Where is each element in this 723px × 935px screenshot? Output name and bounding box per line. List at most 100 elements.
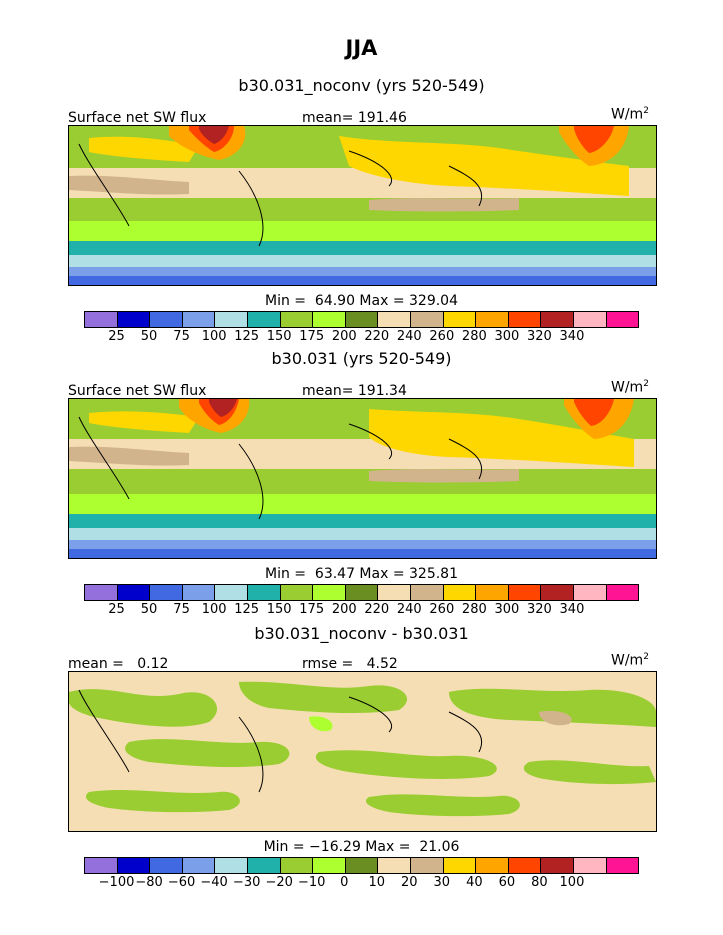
colorbar-swatch — [150, 585, 183, 600]
blue-band — [69, 267, 656, 276]
atlantic-high-flux — [89, 411, 199, 433]
diff-patch — [125, 739, 290, 768]
colorbar-swatch — [313, 312, 346, 327]
panel-1-map-svg — [69, 126, 656, 285]
colorbar-tick-label: −20 — [265, 875, 293, 890]
colorbar-tick-label: −60 — [167, 875, 196, 890]
panel-1-minmax: Min = 64.90 Max = 329.04 — [264, 293, 458, 309]
panel-3-map — [68, 671, 657, 832]
colorbar-swatch — [606, 858, 639, 873]
namerica-peak — [574, 126, 614, 153]
colorbar-tick-label: 300 — [494, 329, 520, 344]
colorbar-swatch — [573, 585, 607, 600]
colorbar-swatch — [508, 858, 542, 873]
colorbar-tick-label: 240 — [396, 329, 422, 344]
panel-3-colorbar — [84, 857, 639, 874]
panel-1-variable-label: Surface net SW flux — [68, 110, 207, 126]
colorbar-tick-label: 80 — [531, 875, 548, 890]
colorbar-swatch — [410, 585, 444, 600]
colorbar-tick-label: −80 — [135, 875, 163, 890]
colorbar-swatch — [280, 585, 314, 600]
colorbar-swatch — [247, 585, 281, 600]
panel-2-units: W/m2 — [611, 379, 649, 396]
figure-title: JJA — [345, 36, 378, 60]
colorbar-swatch — [85, 312, 118, 327]
south-pacific-tan — [369, 198, 519, 212]
panel-3-minmax: Min = −16.29 Max = 21.06 — [263, 839, 460, 855]
colorbar-swatch — [117, 858, 151, 873]
colorbar-swatch — [541, 858, 574, 873]
colorbar-swatch — [345, 858, 379, 873]
colorbar-swatch — [85, 585, 118, 600]
panel-3-mean-label: mean = 0.12 — [68, 656, 169, 672]
colorbar-tick-label: 340 — [559, 602, 585, 617]
panel-2-mean-label: mean= 191.34 — [302, 383, 407, 399]
colorbar-tick-label: 260 — [429, 602, 455, 617]
colorbar-tick-label: 100 — [201, 602, 227, 617]
deep-blue-band — [69, 549, 656, 558]
panel-3-units: W/m2 — [611, 652, 649, 669]
colorbar-tick-label: 150 — [266, 329, 292, 344]
colorbar-tick-label: 200 — [331, 329, 357, 344]
colorbar-tick-label: 25 — [108, 602, 125, 617]
colorbar-swatch — [313, 585, 346, 600]
colorbar-tick-label: 175 — [299, 602, 325, 617]
tropics-tan-band — [69, 175, 189, 195]
colorbar-tick-label: −40 — [200, 875, 228, 890]
panel-1-units-base: W/m — [611, 106, 644, 123]
panel-3-map-svg — [69, 672, 656, 831]
colorbar-swatch — [443, 858, 477, 873]
diff-patch-tan — [539, 710, 572, 726]
colorbar-swatch — [541, 585, 574, 600]
diff-patch — [523, 760, 656, 785]
colorbar-swatch — [573, 312, 607, 327]
colorbar-swatch — [313, 858, 346, 873]
diff-patch — [85, 790, 240, 813]
panel-2-colorbar-ticks: 25 50 75 100 125 150 175 200 220 240 260 280 300 320 3… — [84, 602, 639, 618]
coastlines — [78, 143, 483, 247]
diff-patch — [449, 688, 656, 727]
south-pacific-tan — [369, 469, 519, 483]
deep-blue-band — [69, 276, 656, 285]
panel-1-units: W/m2 — [611, 106, 649, 123]
colorbar-swatch — [443, 312, 477, 327]
colorbar-swatch — [573, 858, 607, 873]
pale-blue-band — [69, 528, 656, 540]
colorbar-tick-label: 30 — [433, 875, 451, 890]
colorbar-tick-label: 220 — [364, 329, 390, 344]
pale-blue-band — [69, 255, 656, 267]
colorbar-tick-label: 240 — [396, 602, 422, 617]
colorbar-tick-label: 75 — [173, 602, 190, 617]
panel-2-units-sup: 2 — [643, 379, 649, 389]
diff-patch-light — [309, 716, 333, 732]
panel-2-minmax: Min = 63.47 Max = 325.81 — [264, 566, 458, 582]
colorbar-tick-label: 220 — [364, 602, 390, 617]
colorbar-swatch — [280, 858, 314, 873]
colorbar-swatch — [508, 585, 542, 600]
panel-2-units-base: W/m — [611, 379, 644, 396]
panel-1-colorbar — [84, 311, 639, 328]
colorbar-tick-label: 280 — [461, 602, 487, 617]
colorbar-swatch — [85, 858, 118, 873]
colorbar-tick-label: 175 — [299, 329, 325, 344]
teal-band — [69, 241, 656, 255]
colorbar-swatch — [410, 858, 444, 873]
colorbar-swatch — [280, 312, 314, 327]
colorbar-swatch — [606, 585, 639, 600]
colorbar-swatch — [182, 858, 216, 873]
panel-2-variable-label: Surface net SW flux — [68, 383, 207, 399]
colorbar-swatch — [508, 312, 542, 327]
colorbar-swatch — [476, 312, 509, 327]
panel-3-units-base: W/m — [611, 652, 644, 669]
colorbar-tick-label: 320 — [526, 329, 552, 344]
colorbar-swatch — [215, 858, 248, 873]
panel-2-map-svg — [69, 399, 656, 558]
coastlines — [78, 416, 483, 520]
colorbar-tick-label: 150 — [266, 602, 292, 617]
diff-patch — [69, 689, 218, 727]
colorbar-swatch — [476, 585, 509, 600]
colorbar-swatch — [117, 312, 151, 327]
colorbar-tick-label: 125 — [234, 602, 260, 617]
colorbar-swatch — [378, 312, 411, 327]
colorbar-swatch — [150, 858, 183, 873]
